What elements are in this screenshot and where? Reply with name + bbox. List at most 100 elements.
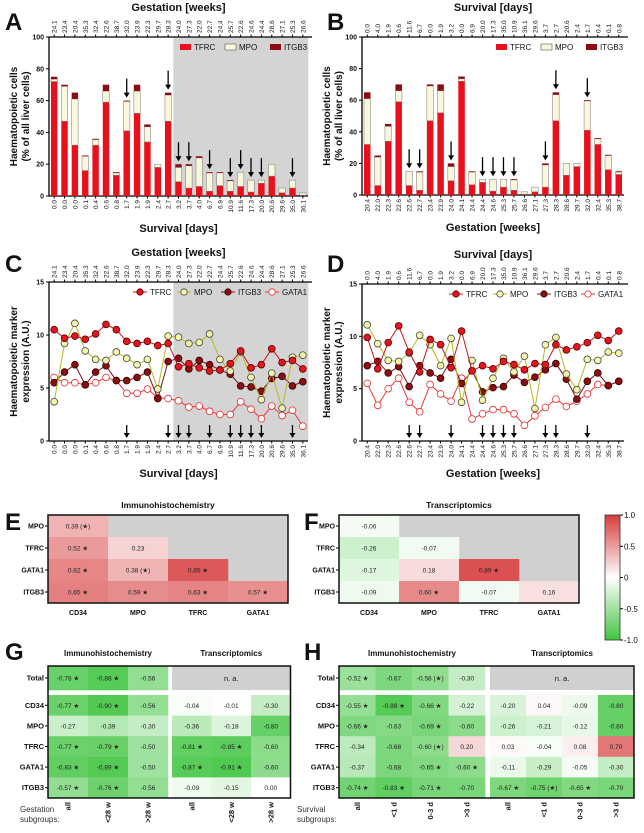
x2-tick-label: 20.0: [480, 20, 487, 33]
y-axis-title: (% of all liver cells): [334, 71, 345, 161]
bar-tfrc: [479, 182, 486, 195]
y-tick-label: 5: [353, 386, 357, 393]
cell-value: 0.57 ★: [248, 589, 268, 597]
point-tfrc: [50, 325, 58, 334]
x2-tick-label: 0.6: [396, 271, 403, 280]
heatmap-cell: [412, 666, 449, 691]
point-tfrc: [60, 334, 69, 342]
cell-value: -0.05: [573, 765, 588, 772]
x2-tick-label: 24.1: [52, 20, 59, 33]
x-axis-title: Survival [days]: [139, 468, 218, 480]
heatmap-cell: [168, 559, 229, 582]
col-label: CD34: [360, 610, 378, 617]
bar-itgb3: [123, 100, 130, 102]
x2-tick-label: 24.4: [217, 265, 224, 278]
cell-value: -0.09: [573, 703, 588, 710]
point-itgb3: [583, 377, 592, 386]
legend-label: MPO: [510, 290, 528, 299]
legend-swatch: [180, 44, 191, 50]
x2-tick-label: 24.4: [259, 265, 266, 278]
x-tick-label: 11.6: [238, 200, 245, 213]
heatmap-cell: [88, 777, 129, 799]
x2-tick-label: 2.4: [574, 24, 581, 33]
point-tfrc: [205, 367, 214, 375]
cell-value: -0.88 ★: [383, 702, 406, 710]
bar-tfrc: [102, 102, 110, 196]
cell-value: -0.29: [537, 765, 552, 772]
heatmap-cell: [562, 756, 599, 778]
x2-tick-label: 0.6: [396, 24, 403, 33]
point-mpo: [489, 374, 497, 383]
bar-tfrc: [268, 176, 275, 196]
heatmap-cell: [339, 777, 376, 799]
bar-itgb3: [363, 92, 371, 99]
point-mpo: [267, 369, 276, 377]
cell-value: -0.34: [350, 744, 365, 751]
cell-value: -0.66 ★: [346, 722, 369, 730]
cell-value: 0.62 ★: [68, 567, 88, 575]
x2-tick-label: 38.7: [114, 20, 121, 33]
x-tick-label: 23.9: [438, 445, 445, 458]
x2-tick-label: 17.3: [491, 20, 498, 33]
y-tick-label: 100: [32, 35, 44, 42]
x2-tick-label: 24.0: [176, 265, 183, 278]
arrow-head-icon: [237, 433, 244, 438]
bar-itgb3: [437, 84, 444, 91]
point-mpo: [205, 330, 214, 338]
na-cell: [172, 666, 291, 690]
cell-value: 0.03: [502, 744, 515, 751]
point-mpo: [50, 397, 58, 406]
bar-mpo: [299, 192, 307, 196]
col-label: >3 d: [612, 802, 621, 818]
x-tick-label: 23.4: [428, 199, 435, 212]
row-label: Total: [318, 674, 335, 683]
heatmap-cell: [448, 666, 486, 691]
arrow-head-icon: [490, 433, 496, 438]
heatmap-cell: [251, 715, 291, 737]
row-label: ITGB3: [23, 590, 44, 597]
x-tick-label: 24.0: [449, 445, 456, 458]
cell-value: -0.63: [386, 723, 401, 730]
point-itgb3: [436, 374, 445, 383]
point-tfrc: [112, 325, 121, 334]
row-label: TFRC: [24, 742, 45, 751]
x2-tick-label: 23.9: [135, 265, 142, 278]
bar-tfrc: [489, 191, 497, 195]
heatmap-cell: [459, 559, 520, 582]
shaded-region: [266, 282, 278, 441]
bar-mpo: [154, 163, 162, 168]
bar-itgb3: [196, 156, 203, 158]
na-cell: [490, 666, 634, 690]
heatmap-cell: [228, 581, 289, 604]
panel-B: B 0 20 40 60 80 100 20.4 0.0 22.0 4.0 22.3 1.9 22.6 0.…: [322, 2, 628, 234]
cell-value: -0.60: [459, 723, 474, 730]
bar-tfrc: [123, 130, 130, 196]
x2-tick-label: 22.6: [103, 20, 110, 33]
x-tick-label: 38.7: [616, 445, 623, 458]
shaded-region: [287, 37, 298, 196]
heatmap-cell: [108, 537, 169, 560]
shaded-region: [194, 37, 205, 196]
heatmap-cell: [48, 537, 109, 560]
panel-letter: F: [304, 509, 319, 536]
x2-tick-label: 20.6: [564, 267, 571, 280]
x-tick-label: 38.7: [616, 199, 623, 212]
point-gata1: [257, 414, 266, 423]
point-gata1: [143, 385, 152, 393]
bar-itgb3: [510, 179, 518, 180]
heatmap-cell: [598, 715, 635, 737]
heatmap-frame: [47, 665, 292, 799]
point-tfrc: [583, 338, 592, 347]
legend-label: MPO: [239, 43, 257, 52]
point-mpo: [257, 395, 266, 404]
bar-mpo: [447, 166, 455, 182]
heatmap-cell: [48, 736, 89, 758]
shaded-region: [297, 37, 309, 196]
col-label: TFRC: [189, 610, 208, 617]
point-gata1: [247, 405, 255, 414]
point-tfrc: [133, 339, 141, 348]
x-tick-label: 35.3: [606, 199, 613, 212]
cell-value: -0.07: [422, 546, 437, 553]
x-tick-label: 27.1: [532, 199, 539, 212]
cell-value: 0.85 ★: [188, 567, 208, 575]
